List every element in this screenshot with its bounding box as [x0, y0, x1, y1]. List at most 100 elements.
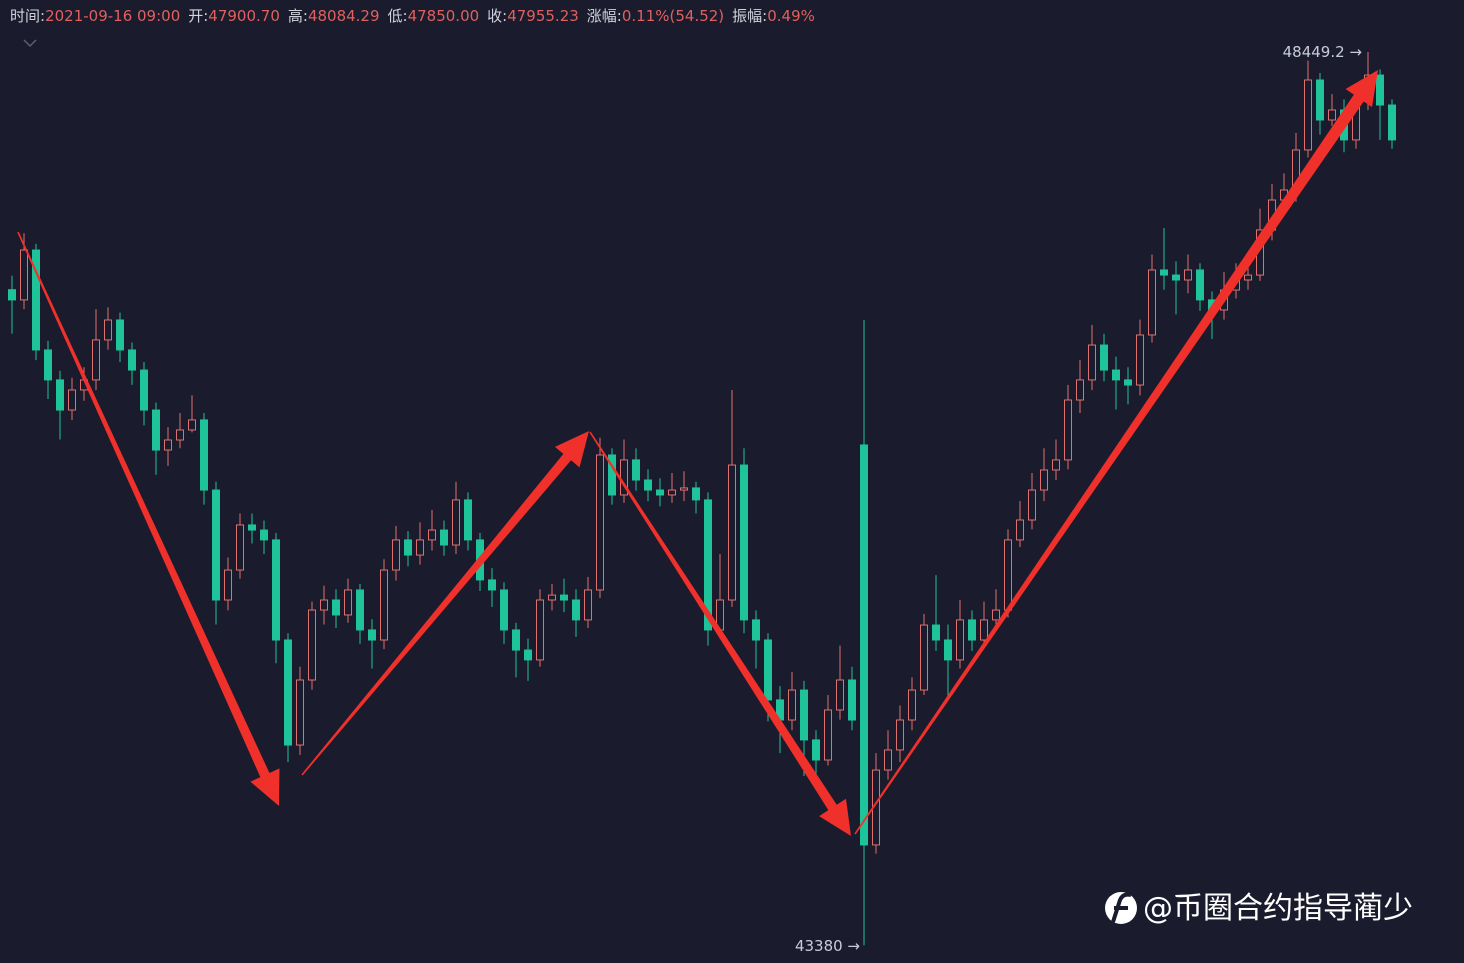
candle-body [176, 429, 184, 441]
candle-body [440, 529, 448, 546]
candle-body [860, 444, 868, 846]
candle-body [1088, 344, 1096, 381]
candle-body [608, 454, 616, 496]
candle-body [44, 349, 52, 381]
candle-body [1376, 74, 1384, 106]
candle-body [932, 624, 940, 641]
candle-body [1052, 459, 1060, 471]
candle-body [548, 594, 556, 601]
candle-body [1040, 469, 1048, 491]
candle-body [1112, 369, 1120, 381]
header-value: 47850.00 [408, 7, 480, 25]
annotation-arrows [17, 70, 1378, 836]
candle-body [260, 529, 268, 541]
collapse-icon[interactable] [23, 39, 37, 48]
candle-body [500, 589, 508, 631]
trend-arrow [589, 431, 851, 836]
candle-body [1328, 109, 1336, 121]
candle-body [68, 389, 76, 411]
candle-body [764, 639, 772, 701]
candle-body [128, 349, 136, 371]
candle-body [284, 639, 292, 746]
header-label: 高: [288, 7, 308, 25]
candle-body [380, 569, 388, 641]
candle-body [632, 459, 640, 481]
candle-body [1076, 379, 1084, 401]
watermark: @币圈合约指导蔺少 [1143, 891, 1413, 926]
candle-body [584, 589, 592, 621]
candle-body [752, 619, 760, 641]
candle-body [536, 599, 544, 661]
candle-body [20, 249, 28, 301]
candle-body [1304, 79, 1312, 151]
candle-body [428, 529, 436, 541]
candle-body [140, 369, 148, 411]
candle-body [1184, 269, 1192, 281]
candle-body [512, 629, 520, 651]
candle-body [1028, 489, 1036, 521]
candle-body [812, 739, 820, 761]
candle-body [416, 539, 424, 556]
candle-body [728, 464, 736, 601]
header-label: 时间: [10, 7, 45, 25]
candle-body [1172, 274, 1180, 281]
candle-body [296, 679, 304, 746]
header-label: 振幅: [732, 7, 767, 25]
candle-body [1160, 269, 1168, 276]
watermark-logo [1105, 892, 1137, 924]
candle-body [332, 599, 340, 616]
candle-body [212, 489, 220, 601]
candle-body [596, 454, 604, 591]
candle-body [884, 749, 892, 771]
candle-body [1136, 334, 1144, 386]
candle-body [848, 679, 856, 721]
header-value: 2021-09-16 09:00 [45, 7, 180, 25]
min-marker: 43380 → [795, 937, 860, 955]
candle-body [1148, 269, 1156, 336]
candle-body [956, 619, 964, 661]
candle-body [1196, 269, 1204, 301]
header-label: 开: [188, 7, 208, 25]
candle-body [1100, 344, 1108, 371]
trend-arrow [854, 70, 1378, 835]
candle-body [692, 487, 700, 501]
candle-body [356, 589, 364, 631]
candles [8, 51, 1396, 946]
candle-body [920, 624, 928, 691]
trend-arrow [301, 431, 589, 776]
candle-body [488, 579, 496, 591]
candle-body [1316, 79, 1324, 121]
candle-body [92, 339, 100, 381]
candle-body [524, 649, 532, 661]
candle-body [152, 409, 160, 451]
header-value: 0.11%(54.52) [622, 7, 724, 25]
max-marker: 48449.2 → [1283, 43, 1362, 61]
header-value: 48084.29 [308, 7, 380, 25]
candle-body [800, 689, 808, 741]
candle-body [968, 619, 976, 641]
header-value: 47955.23 [507, 7, 579, 25]
candle-body [104, 319, 112, 341]
candle-body [56, 379, 64, 411]
candle-body [668, 489, 676, 496]
candle-body [404, 539, 412, 556]
candle-body [836, 679, 844, 711]
candle-body [896, 719, 904, 751]
candle-body [1388, 104, 1396, 141]
candle-body [464, 499, 472, 541]
header: 时间:2021-09-16 09:00 开:47900.70 高:48084.29 低… [10, 7, 815, 25]
candle-body [368, 629, 376, 641]
candle-body [116, 319, 124, 351]
candle-body [248, 524, 256, 531]
candle-body [656, 489, 664, 496]
candle-body [308, 609, 316, 681]
header-label: 涨幅: [587, 7, 622, 25]
candle-body [452, 499, 460, 546]
candle-body [224, 569, 232, 601]
header-value: 47900.70 [208, 7, 280, 25]
candle-body [1124, 379, 1132, 386]
candle-body [188, 419, 196, 431]
candle-body [1064, 399, 1072, 461]
candle-body [944, 639, 952, 661]
